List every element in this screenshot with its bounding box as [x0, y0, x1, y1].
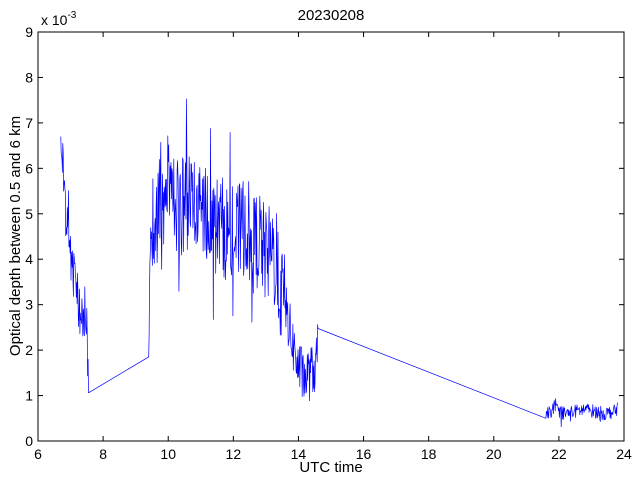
x-tick-label: 14 [291, 446, 307, 462]
x-tick-label: 12 [226, 446, 242, 462]
chart-title: 20230208 [298, 7, 365, 24]
x-tick-label: 22 [551, 446, 567, 462]
plot-frame [37, 31, 625, 442]
series-line [60, 98, 618, 428]
y-tick-label: 7 [25, 115, 33, 131]
y-tick-label: 3 [25, 297, 33, 313]
y-tick-label: 1 [25, 388, 33, 404]
y-tick-label: 9 [25, 24, 33, 40]
x-tick-label: 6 [34, 446, 42, 462]
y-multiplier: x 10-3 [41, 10, 77, 28]
x-tick-label: 18 [421, 446, 437, 462]
x-tick-label: 24 [616, 446, 632, 462]
y-tick-label: 2 [25, 342, 33, 358]
x-tick-label: 20 [486, 446, 502, 462]
y-tick-label: 4 [25, 251, 33, 267]
y-tick-label: 5 [25, 206, 33, 222]
y-axis-label: Optical depth between 0.5 and 6 km [7, 116, 24, 356]
plot-area [38, 32, 624, 441]
y-multiplier-base: x 10 [41, 12, 68, 28]
y-tick-label: 0 [25, 433, 33, 449]
x-tick-label: 8 [99, 446, 107, 462]
y-tick-label: 8 [25, 69, 33, 85]
x-tick-label: 10 [160, 446, 176, 462]
y-multiplier-exponent: -3 [67, 10, 76, 21]
x-tick-label: 16 [356, 446, 372, 462]
x-axis-label: UTC time [299, 459, 362, 476]
y-tick-label: 6 [25, 160, 33, 176]
